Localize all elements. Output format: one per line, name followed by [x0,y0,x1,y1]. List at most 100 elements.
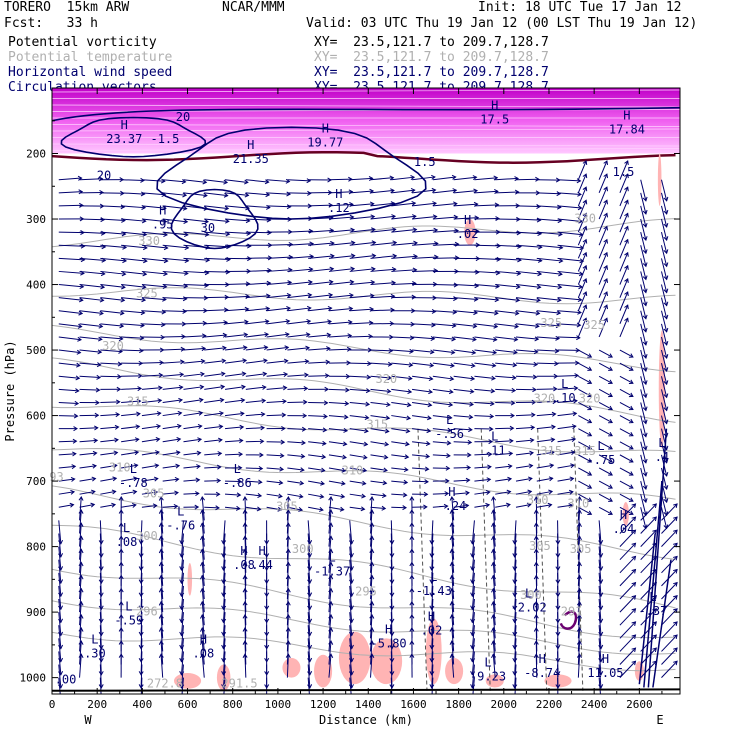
vector-arrowhead [491,653,497,659]
vector-arrowhead [536,297,541,303]
circulation-vector [492,496,496,521]
vector-arrowhead [673,595,678,600]
theta-label: 315 [540,444,562,458]
theta-label: 305 [276,500,298,514]
circulation-vector [514,651,517,675]
circulation-vector [245,218,271,221]
circulation-vector [100,451,118,456]
vector-arrowhead [162,218,168,224]
circulation-vector [121,438,139,443]
vector-arrowhead [158,587,164,593]
vector-arrowhead [485,490,491,495]
vector-arrowhead [158,522,164,527]
circulation-vector [328,493,345,498]
circulation-vector [453,362,475,367]
circulation-vector [328,506,344,511]
circulation-vector [536,284,562,288]
circulation-vector [141,231,168,236]
circulation-vector [619,278,629,298]
circulation-vector [328,281,354,286]
vector-arrowhead [120,297,126,303]
vector-arrowhead [533,587,539,593]
circulation-vector [536,336,560,340]
vector-arrowhead [301,426,307,432]
pv-extremum-value: .10 [554,391,576,405]
pv-extremum-value: .4 [655,450,669,464]
theta-label: 305 [529,539,551,553]
pv-extremum-value: -2.02 [511,601,547,615]
circulation-vector [391,189,415,194]
circulation-vector [557,205,582,209]
circulation-vector [640,258,647,280]
circulation-vector [619,402,634,410]
vector-arrowhead [512,671,518,676]
circulation-vector [370,177,394,181]
vector-arrowhead [403,467,409,473]
vector-arrowhead [429,362,435,368]
circulation-vector [412,176,435,181]
circulation-vector [514,598,517,623]
circulation-vector [536,477,553,482]
vector-arrowhead [303,399,308,405]
circulation-vector [121,297,146,301]
theta-label: 296 [136,604,158,618]
circulation-vector [536,490,553,495]
vector-arrowhead [631,608,637,613]
y-tick-label: 700 [26,475,46,488]
vector-arrowhead [470,363,476,368]
circulation-vector [286,614,289,639]
vector-arrowhead [369,574,375,580]
pv-positive-fill [657,153,662,206]
vector-arrowhead [423,491,429,497]
circulation-vector [514,585,517,610]
circulation-vector [471,520,475,544]
circulation-vector [162,425,181,430]
circulation-vector [431,533,434,557]
vector-arrowhead [471,349,477,355]
vector-arrowhead [184,245,190,251]
circulation-vector [204,218,229,222]
vector-arrowhead [587,484,593,489]
vector-arrowhead [219,397,225,403]
circulation-vector [557,464,575,469]
vector-arrowhead [141,284,147,290]
circulation-vector [79,562,82,586]
vector-arrowhead [265,306,271,312]
circulation-vector [245,480,262,483]
vector-arrowhead [364,428,369,434]
vector-arrowhead [349,697,353,701]
vector-arrowhead [163,271,169,277]
vector-arrowhead [433,268,439,274]
field-label-wind: Horizontal wind speed [8,65,173,80]
circulation-vector [160,523,164,547]
circulation-vector [141,387,162,390]
vector-arrowhead [242,535,248,541]
vector-arrowhead [162,205,167,211]
org-label: NCAR/MMM [222,0,285,15]
circulation-vector [432,336,456,340]
circulation-vector [557,504,573,508]
vector-arrowhead [652,634,657,640]
circulation-vector [328,441,347,445]
circulation-vector [183,192,207,197]
circulation-vector [79,536,82,560]
vector-arrowhead [118,613,124,619]
pv-positive-fill [425,618,442,685]
circulation-vector [204,270,230,273]
circulation-vector [536,362,558,365]
vector-arrowhead [587,431,593,437]
circulation-vector [619,252,629,272]
vector-arrowhead [582,304,588,310]
vector-arrowhead [510,413,515,419]
pv-extremum-marker: H [159,203,166,217]
vector-arrowhead [285,178,291,184]
vector-arrowhead [257,479,263,485]
circulation-vector [370,242,397,246]
vector-arrowhead [467,439,473,445]
vector-arrowhead [385,415,391,421]
circulation-vector [474,217,499,220]
circulation-vector [141,205,166,209]
vector-arrowhead [492,349,498,355]
vector-arrowhead [558,258,564,264]
vector-arrowhead [285,627,291,632]
